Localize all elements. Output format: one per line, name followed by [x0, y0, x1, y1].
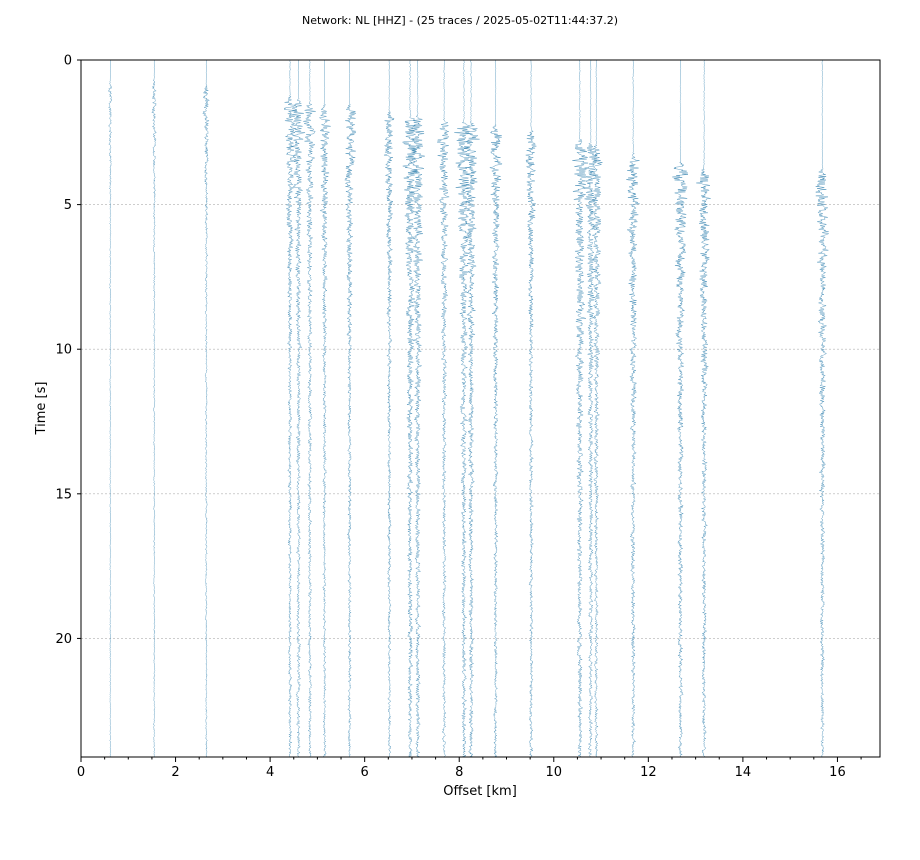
x-tick-label: 2	[171, 765, 179, 780]
seismic-trace	[402, 60, 418, 757]
seismic-trace	[318, 60, 331, 757]
seismic-trace	[436, 60, 450, 757]
grid-lines	[81, 204, 880, 639]
seismic-trace	[626, 60, 640, 757]
y-tick-label: 20	[55, 632, 72, 647]
plot-frame	[80, 59, 881, 758]
seismic-trace	[344, 60, 357, 757]
seismic-trace	[107, 60, 113, 757]
chart-title: Network: NL [HHZ] - (25 traces / 2025-05…	[302, 14, 618, 27]
seismic-trace	[454, 60, 473, 757]
x-tick-label: 0	[77, 765, 85, 780]
x-tick-label: 14	[735, 765, 752, 780]
seismic-trace	[489, 60, 503, 757]
x-tick-label: 4	[266, 765, 274, 780]
seismic-trace	[283, 60, 297, 757]
seismic-trace	[696, 60, 711, 757]
y-tick-label: 15	[55, 487, 72, 502]
y-tick-label: 10	[55, 343, 72, 358]
y-tick-label: 0	[64, 54, 72, 69]
seismic-trace	[583, 60, 598, 757]
seismic-trace	[291, 60, 306, 757]
seismic-trace	[525, 60, 537, 757]
seismic-trace	[572, 60, 589, 757]
seismic-trace	[591, 60, 603, 757]
y-tick-label: 5	[64, 198, 72, 213]
seismic-trace	[383, 60, 395, 757]
x-axis-ticks: 0 2 4 6 8 10 12 14 16	[77, 757, 862, 780]
seismic-trace	[150, 60, 157, 757]
x-tick-label: 12	[640, 765, 657, 780]
seismic-trace	[409, 60, 426, 757]
y-axis-label: Time [s]	[34, 382, 49, 436]
x-tick-label: 6	[361, 765, 369, 780]
seismic-trace	[464, 60, 480, 757]
x-tick-label: 8	[455, 765, 463, 780]
trace-group	[107, 60, 829, 757]
y-axis-ticks: 0 5 10 15 20	[55, 54, 81, 647]
x-tick-label: 16	[829, 765, 846, 780]
x-axis-label: Offset [km]	[443, 784, 517, 799]
x-tick-label: 10	[546, 765, 563, 780]
seismic-trace	[202, 60, 210, 757]
seismic-trace	[815, 60, 829, 757]
seismic-trace	[303, 60, 316, 757]
seismic-trace	[672, 60, 688, 757]
